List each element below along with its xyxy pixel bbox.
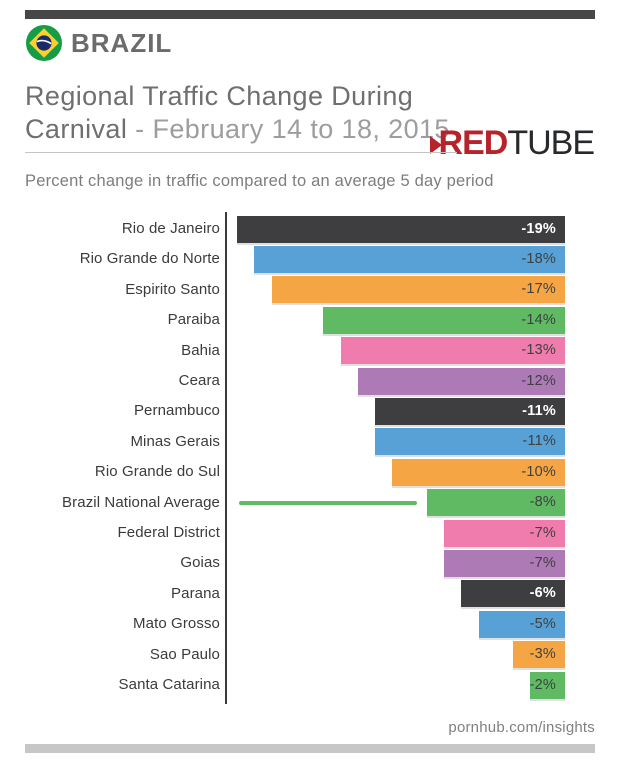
bar-value-label: -11%	[522, 403, 556, 420]
bar: -3%	[513, 641, 565, 669]
bar-value-label: -3%	[529, 646, 556, 663]
category-label: Brazil National Average	[62, 493, 220, 511]
redtube-logo-tube: TUBE	[507, 124, 595, 162]
redtube-arrow-icon	[429, 136, 442, 154]
chart-row: Espirito Santo -17%	[0, 275, 620, 305]
bar-value-label: -7%	[529, 524, 556, 541]
chart-row: Sao Paulo -3%	[0, 640, 620, 670]
header-accent-bar	[25, 10, 595, 19]
category-label: Rio Grande do Norte	[79, 250, 220, 268]
brazil-flag-icon	[26, 25, 62, 61]
national-average-marker-line	[239, 500, 417, 505]
redtube-logo: REDTUBE	[429, 124, 595, 162]
bar-value-label: -12%	[521, 372, 556, 389]
bar-value-label: -8%	[529, 494, 556, 511]
chart-row: Paraiba -14%	[0, 305, 620, 335]
bar-chart: Rio de Janeiro -19% Rio Grande do Norte -18…	[0, 212, 620, 704]
title-line2-dark: Carnival	[25, 114, 128, 144]
bar-value-label: -7%	[529, 555, 556, 572]
category-label: Minas Gerais	[130, 432, 220, 450]
bar-value-label: -10%	[521, 463, 556, 480]
category-label: Santa Catarina	[118, 676, 220, 693]
chart-row: Brazil National Average -8%	[0, 488, 620, 518]
bar: -8%	[427, 489, 565, 517]
category-label: Mato Grosso	[133, 615, 220, 633]
category-label: Parana	[171, 584, 220, 602]
bar: -7%	[444, 550, 565, 578]
category-label: Ceara	[178, 372, 220, 389]
title-divider	[25, 152, 457, 153]
category-label: Rio de Janeiro	[121, 220, 220, 237]
bar-value-label: -19%	[521, 220, 556, 237]
category-label: Sao Paulo	[149, 645, 220, 663]
bar-value-label: -13%	[521, 342, 556, 359]
category-label: Pernambuco	[133, 402, 220, 420]
bar: -7%	[444, 519, 565, 547]
bar-value-label: -2%	[529, 676, 556, 693]
y-axis-line	[225, 212, 227, 704]
page-title: Regional Traffic Change During Carnival …	[25, 80, 475, 146]
chart-row: Rio Grande do Norte -18%	[0, 244, 620, 274]
bar: -18%	[254, 246, 565, 274]
category-label: Rio Grande do Sul	[94, 463, 220, 481]
redtube-logo-red: RED	[438, 124, 509, 162]
bar: -6%	[461, 580, 565, 608]
category-label: Goias	[180, 554, 220, 572]
bar-value-label: -14%	[521, 311, 556, 328]
chart-row: Rio de Janeiro -19%	[0, 214, 620, 244]
bar: -12%	[358, 367, 565, 395]
footer-accent-bar	[25, 744, 595, 753]
chart-row: Pernambuco -11%	[0, 396, 620, 426]
title-line1: Regional Traffic Change During	[25, 81, 414, 111]
bar: -19%	[237, 215, 565, 243]
bar: -5%	[479, 610, 565, 638]
bar-value-label: -18%	[521, 251, 556, 268]
category-label: Federal District	[117, 524, 220, 541]
chart-row: Mato Grosso -5%	[0, 609, 620, 639]
brand-row: BRAZIL	[26, 25, 172, 61]
bar-value-label: -11%	[522, 433, 556, 450]
footer-url: pornhub.com/insights	[448, 719, 595, 736]
bar-value-label: -17%	[521, 281, 556, 298]
chart-row: Bahia -13%	[0, 336, 620, 366]
chart-row: Santa Catarina -2%	[0, 670, 620, 700]
bar: -10%	[392, 458, 565, 486]
bar: -17%	[272, 276, 565, 304]
bar: -2%	[529, 671, 565, 699]
bar: -11%	[375, 398, 565, 426]
category-label: Bahia	[181, 341, 220, 359]
category-label: Paraiba	[167, 311, 220, 329]
chart-subtitle: Percent change in traffic compared to an…	[25, 172, 494, 190]
bar: -11%	[375, 428, 565, 456]
chart-row: Federal District -7%	[0, 518, 620, 548]
bar-value-label: -6%	[529, 585, 556, 602]
title-line2-light: - February 14 to 18, 2015	[135, 114, 450, 144]
category-label: Espirito Santo	[125, 280, 220, 298]
chart-row: Ceara -12%	[0, 366, 620, 396]
chart-row: Rio Grande do Sul -10%	[0, 457, 620, 487]
country-label: BRAZIL	[71, 27, 173, 58]
chart-row: Minas Gerais -11%	[0, 427, 620, 457]
chart-row: Goias -7%	[0, 548, 620, 578]
bar: -14%	[323, 306, 565, 334]
bar-value-label: -5%	[529, 615, 556, 632]
chart-row: Parana -6%	[0, 579, 620, 609]
bar: -13%	[341, 337, 565, 365]
